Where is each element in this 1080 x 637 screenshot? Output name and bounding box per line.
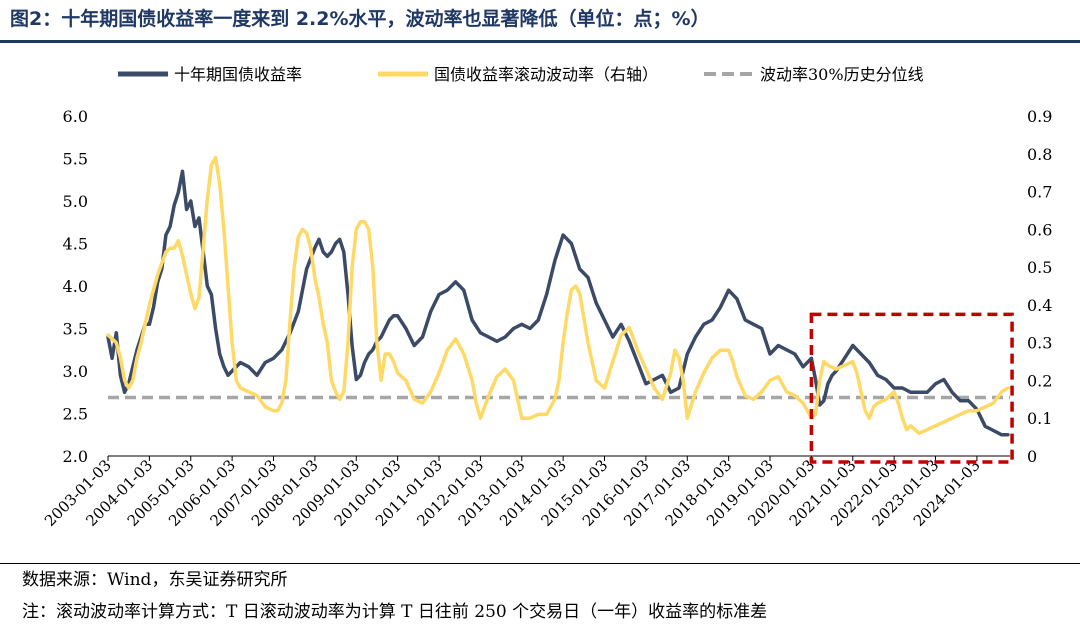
right-axis-tick-label: 0 — [1027, 447, 1037, 466]
chart-legend: 十年期国债收益率 国债收益率滚动波动率（右轴） 波动率30%历史分位线 — [118, 65, 924, 84]
right-axis-tick-label: 0.8 — [1027, 145, 1052, 164]
right-axis-tick-label: 0.3 — [1027, 334, 1052, 353]
figure-title: 图2：十年期国债收益率一度来到 2.2%水平，波动率也显著降低（单位：点；%） — [10, 8, 710, 30]
right-axis-tick-label: 0.1 — [1027, 409, 1052, 428]
legend-label-reference: 波动率30%历史分位线 — [760, 65, 924, 84]
left-axis-tick-label: 4.5 — [63, 235, 88, 254]
left-axis-tick-label: 5.5 — [63, 150, 88, 169]
source-note: 数据来源：Wind，东吴证券研究所 — [22, 570, 288, 590]
method-note: 注：滚动波动率计算方式：T 日滚动波动率为计算 T 日往前 250 个交易日（一… — [22, 602, 768, 622]
x-axis: 2003-01-032004-01-032005-01-032006-01-03… — [41, 455, 1010, 530]
highlight-box-2020-2024 — [809, 312, 1014, 464]
right-axis-tick-label: 0.2 — [1027, 371, 1052, 390]
yield-volatility-chart: 十年期国债收益率 国债收益率滚动波动率（右轴） 波动率30%历史分位线 2.02… — [41, 65, 1053, 530]
right-axis-tick-label: 0.4 — [1027, 296, 1052, 315]
legend-label-volatility: 国债收益率滚动波动率（右轴） — [434, 65, 658, 84]
left-axis-tick-label: 6.0 — [63, 107, 88, 126]
left-axis-tick-label: 3.0 — [63, 362, 88, 381]
right-axis-tick-label: 0.7 — [1027, 183, 1052, 202]
series-line-yield — [106, 169, 1010, 437]
series-line-volatility — [106, 155, 1010, 436]
footer-rule — [0, 563, 1080, 564]
left-axis-tick-label: 2.5 — [63, 405, 88, 424]
right-axis-tick-label: 0.9 — [1027, 107, 1052, 126]
right-axis-tick-label: 0.5 — [1027, 258, 1052, 277]
left-axis-tick-label: 4.0 — [63, 277, 88, 296]
left-axis-tick-label: 2.0 — [63, 447, 88, 466]
left-axis-tick-label: 5.0 — [63, 192, 88, 211]
legend-label-yield: 十年期国债收益率 — [174, 65, 302, 84]
plot-area — [106, 155, 1014, 464]
left-y-axis: 2.0 2.5 3.0 3.5 4.0 4.5 5.0 5.5 6.0 — [63, 107, 88, 466]
right-axis-tick-label: 0.6 — [1027, 220, 1052, 239]
left-axis-tick-label: 3.5 — [63, 320, 88, 339]
title-underline — [0, 40, 1080, 43]
right-y-axis: 0 0.1 0.2 0.3 0.4 0.5 0.6 0.7 0.8 0.9 — [1027, 107, 1052, 466]
